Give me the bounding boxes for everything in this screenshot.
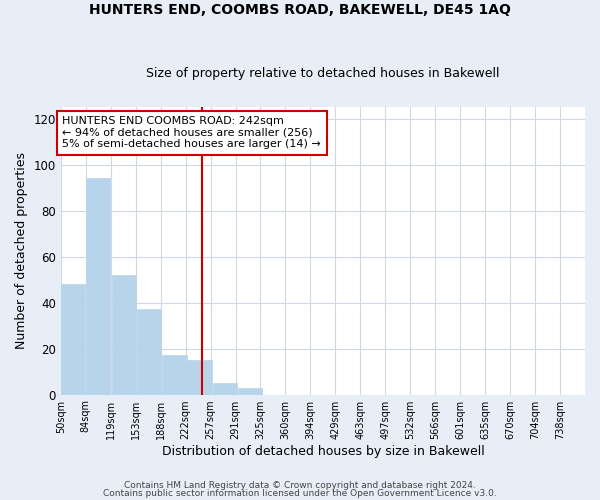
Text: HUNTERS END COOMBS ROAD: 242sqm
← 94% of detached houses are smaller (256)
5% of: HUNTERS END COOMBS ROAD: 242sqm ← 94% of…	[62, 116, 321, 150]
Text: Contains public sector information licensed under the Open Government Licence v3: Contains public sector information licen…	[103, 488, 497, 498]
Bar	[213, 383, 238, 394]
Text: Contains HM Land Registry data © Crown copyright and database right 2024.: Contains HM Land Registry data © Crown c…	[124, 481, 476, 490]
Title: Size of property relative to detached houses in Bakewell: Size of property relative to detached ho…	[146, 66, 500, 80]
Y-axis label: Number of detached properties: Number of detached properties	[15, 152, 28, 350]
Bar	[86, 178, 110, 394]
Bar	[187, 360, 212, 394]
Bar	[61, 284, 85, 395]
Bar	[163, 356, 187, 395]
Bar	[112, 275, 136, 394]
Bar	[137, 310, 161, 394]
Bar	[238, 388, 262, 394]
Text: HUNTERS END, COOMBS ROAD, BAKEWELL, DE45 1AQ: HUNTERS END, COOMBS ROAD, BAKEWELL, DE45…	[89, 2, 511, 16]
X-axis label: Distribution of detached houses by size in Bakewell: Distribution of detached houses by size …	[161, 444, 484, 458]
